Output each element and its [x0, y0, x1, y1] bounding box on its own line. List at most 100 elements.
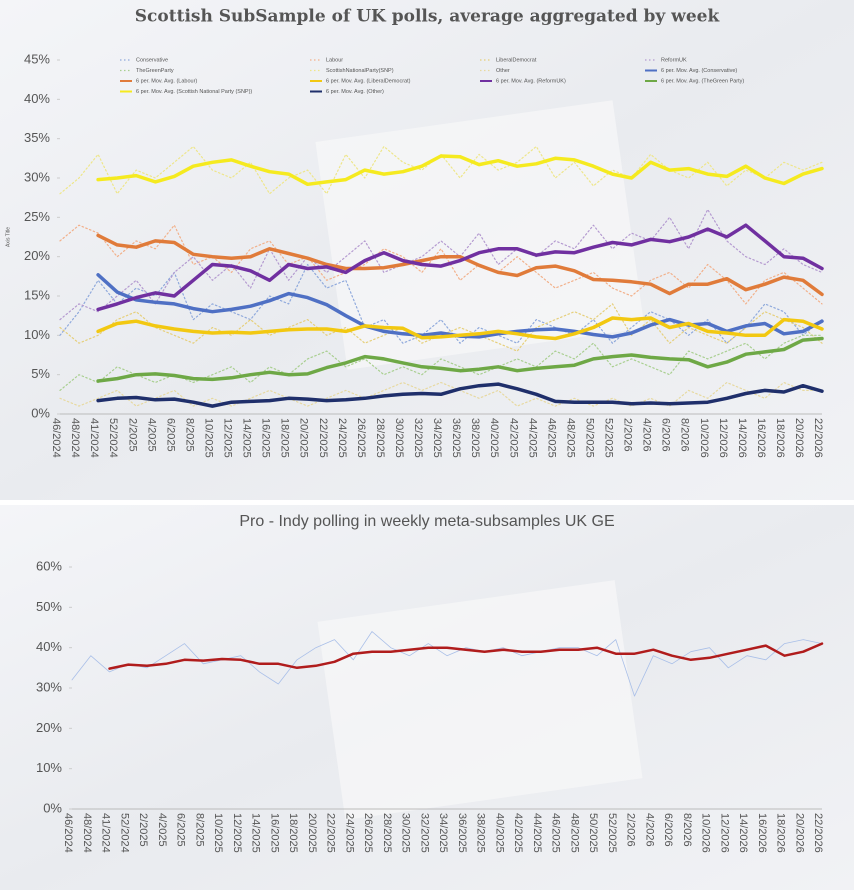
x-tick-label: 24/2025: [343, 813, 355, 853]
x-tick-label: 8/2026: [681, 813, 693, 847]
x-tick-label: 10/2025: [212, 813, 224, 853]
x-tick-label: 30/2025: [400, 813, 412, 853]
legend-label: Other: [496, 68, 510, 74]
x-tick-label: 32/2025: [412, 418, 424, 458]
y-tick-label: 10%: [36, 760, 62, 775]
x-tick-label: 38/2025: [475, 813, 487, 853]
x-tick-label: 22/2026: [812, 418, 824, 458]
y-tick-label: 20%: [36, 720, 62, 735]
backdrop-shape: [317, 580, 643, 820]
x-tick-label: 4/2025: [156, 813, 168, 847]
x-tick-label: 16/2026: [756, 813, 768, 853]
y-tick-label: 50%: [36, 599, 62, 614]
series-line: [96, 154, 824, 187]
x-tick-label: 2/2025: [137, 813, 149, 847]
chart-title: Pro - Indy polling in weekly meta-subsam…: [239, 513, 614, 530]
x-tick-label: 38/2025: [469, 418, 481, 458]
x-tick-label: 14/2025: [241, 418, 253, 458]
x-tick-label: 20/2025: [306, 813, 318, 853]
y-tick-label: 40%: [24, 91, 50, 106]
legend-label: ScottishNationalParty(SNP): [326, 68, 394, 74]
y-tick-label: 35%: [24, 130, 50, 145]
x-tick-label: 14/2026: [737, 813, 749, 853]
x-tick-label: 20/2026: [793, 418, 805, 458]
y-tick-label: 5%: [31, 366, 50, 381]
x-tick-label: 41/2024: [88, 418, 100, 458]
x-tick-label: 28/2025: [381, 813, 393, 853]
x-tick-label: 34/2025: [431, 418, 443, 458]
y-axis-title: Axis Title: [5, 227, 11, 247]
y-tick-label: 60%: [36, 558, 62, 573]
y-tick-label: 15%: [24, 287, 50, 302]
x-tick-label: 18/2025: [279, 418, 291, 458]
x-tick-label: 12/2026: [718, 813, 730, 853]
x-tick-label: 4/2026: [641, 418, 653, 452]
x-tick-label: 6/2026: [662, 813, 674, 847]
series-line: [108, 642, 824, 670]
x-tick-label: 52/2024: [118, 813, 130, 853]
series-line: [96, 316, 824, 341]
legend-label: 6 per. Mov. Avg. (TheGreen Party): [661, 78, 744, 84]
x-tick-label: 34/2025: [437, 813, 449, 853]
legend-label: Labour: [326, 57, 343, 63]
x-tick-label: 8/2026: [679, 418, 691, 452]
series-line: [96, 233, 824, 297]
x-tick-label: 46/2024: [62, 813, 74, 853]
series-line: [71, 631, 823, 697]
x-tick-label: 2/2026: [625, 813, 637, 847]
x-tick-label: 32/2025: [418, 813, 430, 853]
x-tick-label: 10/2026: [698, 418, 710, 458]
legend-label: 6 per. Mov. Avg. (ReformUK): [496, 78, 566, 84]
y-tick-label: 30%: [36, 679, 62, 694]
x-tick-label: 10/2025: [202, 418, 214, 458]
legend-label: Conservative: [136, 57, 168, 63]
x-tick-label: 14/2026: [736, 418, 748, 458]
y-tick-label: 0%: [31, 405, 50, 420]
x-tick-label: 26/2025: [355, 418, 367, 458]
x-tick-label: 44/2025: [526, 418, 538, 458]
x-tick-label: 50/2025: [583, 418, 595, 458]
x-tick-label: 2/2025: [126, 418, 138, 452]
x-tick-label: 4/2026: [643, 813, 655, 847]
x-tick-label: 22/2026: [812, 813, 824, 853]
y-tick-label: 20%: [24, 248, 50, 263]
x-tick-label: 36/2025: [450, 418, 462, 458]
x-tick-label: 16/2025: [260, 418, 272, 458]
x-tick-label: 2/2026: [622, 418, 634, 452]
x-tick-label: 41/2024: [100, 813, 112, 853]
legend-label: TheGreenParty: [136, 68, 174, 74]
x-tick-label: 42/2025: [512, 813, 524, 853]
x-tick-label: 20/2026: [793, 813, 805, 853]
legend-label: ReformUK: [661, 57, 687, 63]
x-tick-label: 50/2025: [587, 813, 599, 853]
x-tick-label: 14/2025: [250, 813, 262, 853]
x-tick-label: 6/2025: [175, 813, 187, 847]
series-line: [59, 334, 823, 391]
series-line: [96, 336, 824, 383]
x-tick-label: 10/2026: [700, 813, 712, 853]
x-tick-label: 8/2025: [193, 813, 205, 847]
x-tick-label: 48/2024: [81, 813, 93, 853]
x-tick-label: 42/2025: [507, 418, 519, 458]
x-tick-label: 46/2025: [550, 813, 562, 853]
y-tick-label: 10%: [24, 327, 50, 342]
x-tick-label: 12/2026: [717, 418, 729, 458]
x-tick-label: 22/2025: [317, 418, 329, 458]
x-tick-label: 18/2026: [775, 813, 787, 853]
x-tick-label: 12/2025: [222, 418, 234, 458]
x-tick-label: 52/2024: [107, 418, 119, 458]
legend-label: 6 per. Mov. Avg. (LiberalDemocrat): [326, 78, 411, 84]
x-tick-label: 36/2025: [456, 813, 468, 853]
x-tick-label: 46/2025: [545, 418, 557, 458]
x-tick-label: 24/2025: [336, 418, 348, 458]
chart-title: Scottish SubSample of UK polls, average …: [135, 7, 721, 27]
series-line: [96, 382, 824, 408]
x-tick-label: 16/2025: [268, 813, 280, 853]
x-tick-label: 6/2026: [660, 418, 672, 452]
x-tick-label: 30/2025: [393, 418, 405, 458]
x-tick-label: 8/2025: [183, 418, 195, 452]
legend-label: LiberalDemocrat: [496, 57, 537, 63]
x-tick-label: 40/2025: [493, 813, 505, 853]
x-tick-label: 20/2025: [298, 418, 310, 458]
